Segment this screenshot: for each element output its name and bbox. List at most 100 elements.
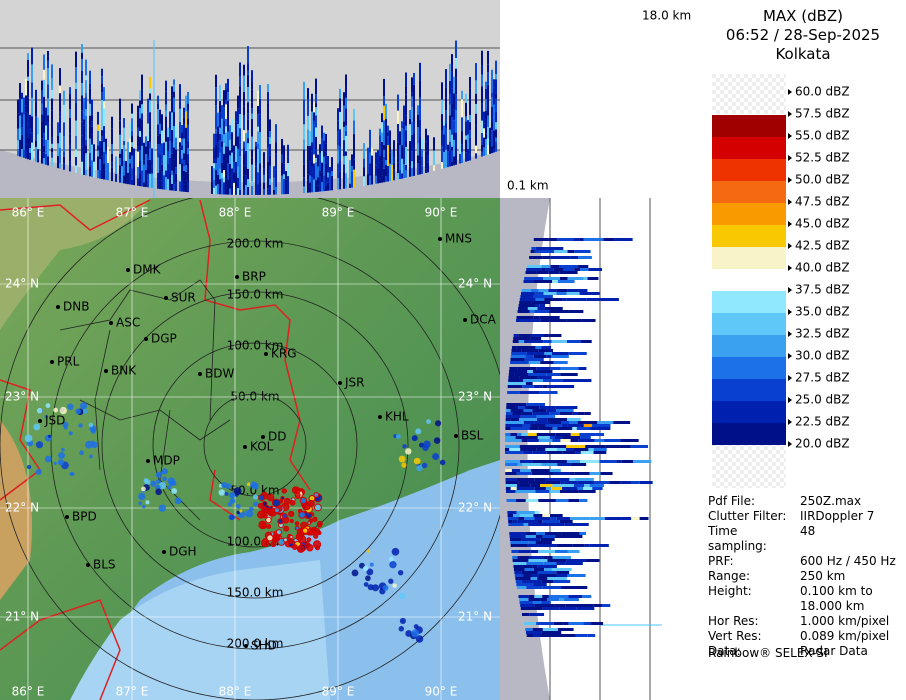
echo — [257, 510, 266, 519]
echo — [253, 501, 259, 507]
echo — [351, 569, 359, 577]
echo — [555, 523, 565, 526]
echo — [532, 628, 543, 631]
echo — [405, 94, 407, 100]
echo — [566, 535, 583, 538]
city-dot — [38, 419, 42, 423]
echo — [425, 151, 427, 169]
echo — [506, 490, 516, 493]
echo — [247, 63, 249, 71]
echo — [167, 127, 169, 138]
echo — [243, 64, 245, 76]
echo — [536, 415, 556, 418]
echo — [557, 463, 571, 466]
echo — [313, 163, 315, 180]
echo — [536, 445, 554, 448]
legend-tick — [788, 89, 792, 95]
echo — [387, 136, 389, 146]
echo — [411, 106, 413, 123]
echo — [85, 75, 87, 81]
echo — [187, 103, 189, 111]
echo — [572, 427, 577, 430]
echo — [403, 164, 405, 179]
header: MAX (dBZ) 06:52 / 28-Sep-2025 Kolkata — [700, 7, 906, 64]
echo — [131, 130, 133, 136]
echo — [353, 120, 355, 135]
echo — [537, 565, 557, 568]
echo — [538, 574, 556, 577]
echo — [267, 108, 269, 124]
echo — [535, 346, 542, 349]
echo — [542, 607, 560, 610]
echo — [243, 174, 245, 191]
echo — [309, 145, 311, 162]
echo — [137, 127, 139, 136]
echo — [465, 116, 467, 122]
echo — [165, 100, 167, 105]
echo — [269, 165, 271, 179]
echo — [535, 298, 545, 301]
echo — [413, 133, 415, 149]
echo — [573, 448, 589, 451]
echo — [251, 164, 253, 181]
info-value: 0.100 km to 18.000 km — [800, 584, 873, 613]
echo — [141, 89, 143, 105]
echo — [187, 154, 189, 163]
echo — [532, 460, 548, 463]
echo — [231, 119, 233, 133]
echo — [221, 482, 228, 489]
echo — [505, 427, 511, 430]
echo — [181, 145, 183, 150]
echo — [223, 120, 225, 135]
legend-label: 20.0 dBZ — [795, 437, 850, 451]
echo — [558, 478, 570, 481]
latitude-label: 22° N — [5, 501, 39, 515]
echo — [487, 145, 489, 155]
echo — [255, 179, 257, 195]
echo — [261, 501, 268, 507]
echo — [101, 140, 103, 157]
echo — [289, 499, 296, 506]
echo — [538, 499, 556, 502]
echo — [433, 137, 435, 151]
info-value: 1.000 km/pixel — [800, 614, 890, 628]
echo — [251, 70, 253, 83]
echo — [173, 97, 175, 113]
echo — [158, 504, 167, 512]
echo — [475, 93, 477, 104]
echo — [327, 182, 329, 191]
echo — [243, 75, 245, 92]
echo — [451, 71, 453, 89]
echo — [139, 160, 141, 173]
echo — [187, 148, 189, 155]
echo — [469, 76, 471, 89]
legend-tick — [788, 331, 792, 337]
echo — [315, 107, 317, 116]
echo — [522, 613, 530, 616]
echo — [247, 102, 249, 109]
echo — [505, 424, 523, 427]
echo — [539, 304, 546, 307]
city-label: KRG — [271, 347, 297, 361]
echo — [133, 177, 135, 186]
echo — [157, 95, 159, 104]
echo — [505, 415, 521, 418]
echo — [75, 82, 77, 89]
echo — [251, 108, 253, 114]
echo — [129, 163, 131, 168]
echo — [29, 128, 31, 134]
echo — [251, 149, 253, 158]
echo — [387, 125, 389, 133]
echo — [263, 182, 265, 190]
echo — [142, 504, 146, 509]
echo — [25, 95, 27, 106]
echo — [185, 149, 187, 166]
echo — [337, 150, 339, 164]
echo — [536, 418, 548, 421]
echo — [353, 149, 355, 160]
echo — [173, 112, 175, 127]
echo — [163, 160, 165, 176]
echo — [121, 166, 123, 184]
city-dot — [56, 305, 60, 309]
echo — [519, 391, 540, 394]
